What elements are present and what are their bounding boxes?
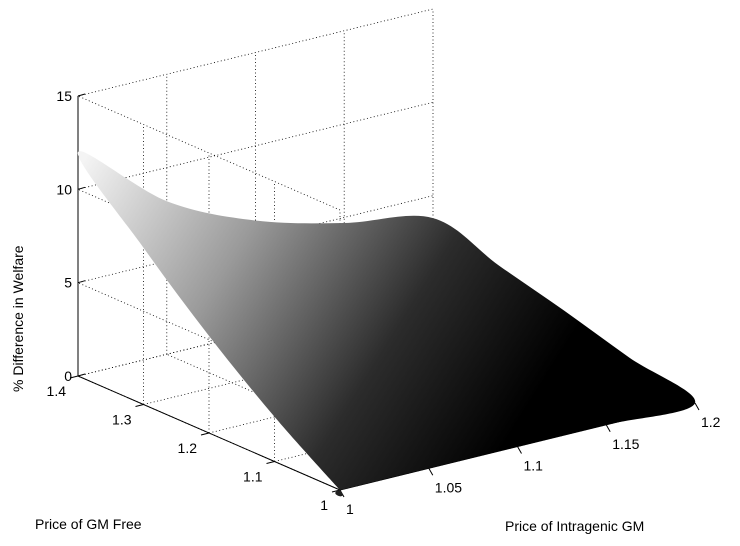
y-tick-mark [135, 404, 144, 407]
x-tick-label: 1.15 [612, 436, 639, 452]
z-tick-mark [77, 93, 86, 97]
y-tick-mark [200, 432, 210, 436]
z-axis-label: % Difference in Welfare [10, 245, 26, 392]
y-tick-label: 1.4 [47, 383, 67, 399]
grid-line-back-left-horizontal [77, 282, 341, 398]
z-tick-label: 10 [56, 181, 72, 197]
y-tick-mark [331, 489, 341, 493]
y-tick-label: 1 [320, 497, 328, 513]
x-axis-label: Price of Intragenic GM [505, 518, 644, 534]
grid-line-back-right-horizontal [77, 8, 434, 97]
z-tick-label: 0 [64, 368, 72, 384]
x-tick-label: 1.1 [524, 458, 544, 474]
x-tick-mark [428, 468, 434, 476]
y-tick-mark [69, 375, 79, 379]
tick-labels: 1 1.05 1.1 1.15 1.2 1 1.1 1.2 1.3 1.40 5 10 15 [47, 88, 721, 517]
z-tick-mark [77, 186, 86, 190]
x-tick-label: 1.05 [435, 479, 462, 495]
x-tick-mark [694, 402, 700, 411]
z-tick-mark [77, 280, 86, 284]
y-tick-mark [266, 461, 275, 464]
x-tick-label: 1 [346, 501, 354, 517]
x-tick-mark [605, 424, 611, 433]
grid-line-floor-x [166, 353, 429, 469]
z-tick-label: 15 [56, 88, 72, 104]
y-tick-label: 1.1 [243, 469, 263, 485]
y-tick-label: 1.3 [112, 412, 132, 428]
y-tick-label: 1.2 [178, 440, 198, 456]
x-tick-mark [517, 446, 522, 454]
x-tick-label: 1.2 [701, 414, 721, 430]
grid-line-back-left-horizontal [77, 95, 341, 211]
grid-line-back-right-horizontal [77, 101, 434, 190]
z-tick-label: 5 [64, 275, 72, 291]
welfare-surface [77, 151, 696, 497]
y-axis-label: Price of GM Free [35, 516, 142, 532]
z-tick-mark [77, 373, 86, 377]
